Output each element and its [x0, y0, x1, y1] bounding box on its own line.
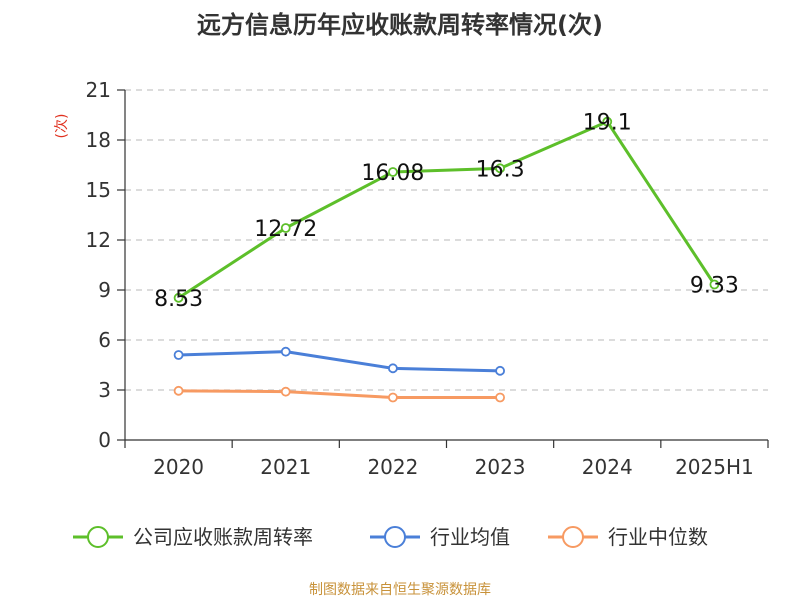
x-tick-label-2020: 2020	[153, 455, 204, 479]
y-tick-label: 3	[98, 378, 111, 402]
series-0-point	[495, 163, 505, 174]
series-1-point	[388, 363, 398, 374]
legend-item-2[interactable]: 行业中位数	[548, 525, 708, 549]
series-2-point	[388, 392, 398, 403]
series-0-point	[388, 167, 398, 177]
y-tick-label: 0	[98, 428, 111, 452]
y-axis-label: (次)	[54, 114, 70, 139]
series-0-point	[173, 292, 184, 303]
data-label: 9.33	[690, 274, 739, 299]
series-line-0	[177, 120, 716, 300]
series-0-point	[602, 116, 613, 127]
y-tick-label: 15	[86, 178, 111, 202]
x-tick-label-2025H1: 2025H1	[675, 455, 754, 479]
legend-label: 行业均值	[430, 525, 510, 549]
series-layer	[173, 116, 720, 403]
legend-item-0[interactable]: 公司应收账款周转率	[73, 525, 313, 549]
x-tick-label-2021: 2021	[260, 455, 311, 479]
data-label: 19.1	[583, 111, 632, 136]
series-line-2	[178, 389, 501, 399]
data-label: 12.72	[254, 217, 317, 242]
source-note: 制图数据来自恒生聚源数据库	[309, 582, 491, 598]
y-tick-label: 18	[86, 128, 111, 152]
data-label: 16.3	[476, 157, 525, 182]
series-2-point	[280, 386, 291, 397]
series-1-point	[173, 350, 184, 360]
data-label: 16.08	[361, 161, 424, 186]
legend[interactable]: 公司应收账款周转率 行业均值 行业中位数	[73, 525, 708, 549]
series-0-point	[280, 223, 291, 233]
series-1-point	[280, 346, 291, 357]
data-labels: 8.53 12.72 16.08 16.3 19.1 9.33	[154, 111, 739, 312]
x-tick-label-2022: 2022	[367, 455, 418, 479]
series-0-point	[709, 279, 720, 290]
chart-title: 远方信息历年应收账款周转率情况(次)	[197, 11, 603, 39]
data-label: 8.53	[154, 287, 203, 312]
y-tick-label: 21	[86, 78, 111, 102]
legend-item-1[interactable]: 行业均值	[370, 525, 510, 549]
x-tick-label-2024: 2024	[582, 455, 633, 479]
series-line-1	[178, 350, 501, 373]
axes: 0 3 6 9 12 15 18 21 2020 2021 2022 2023 2024 2025H1	[86, 78, 769, 479]
legend-marker	[87, 526, 109, 548]
y-tick-label: 12	[86, 228, 111, 252]
series-1-point	[495, 365, 505, 376]
y-tick-label: 6	[98, 328, 111, 352]
series-2-point	[495, 392, 505, 403]
y-tick-label: 9	[98, 278, 111, 302]
legend-label: 公司应收账款周转率	[133, 525, 313, 549]
legend-marker	[384, 526, 406, 548]
x-tick-label-2023: 2023	[475, 455, 526, 479]
legend-marker	[562, 526, 584, 548]
legend-label: 行业中位数	[608, 525, 708, 549]
gridlines	[125, 89, 768, 391]
series-2-point	[173, 385, 184, 396]
